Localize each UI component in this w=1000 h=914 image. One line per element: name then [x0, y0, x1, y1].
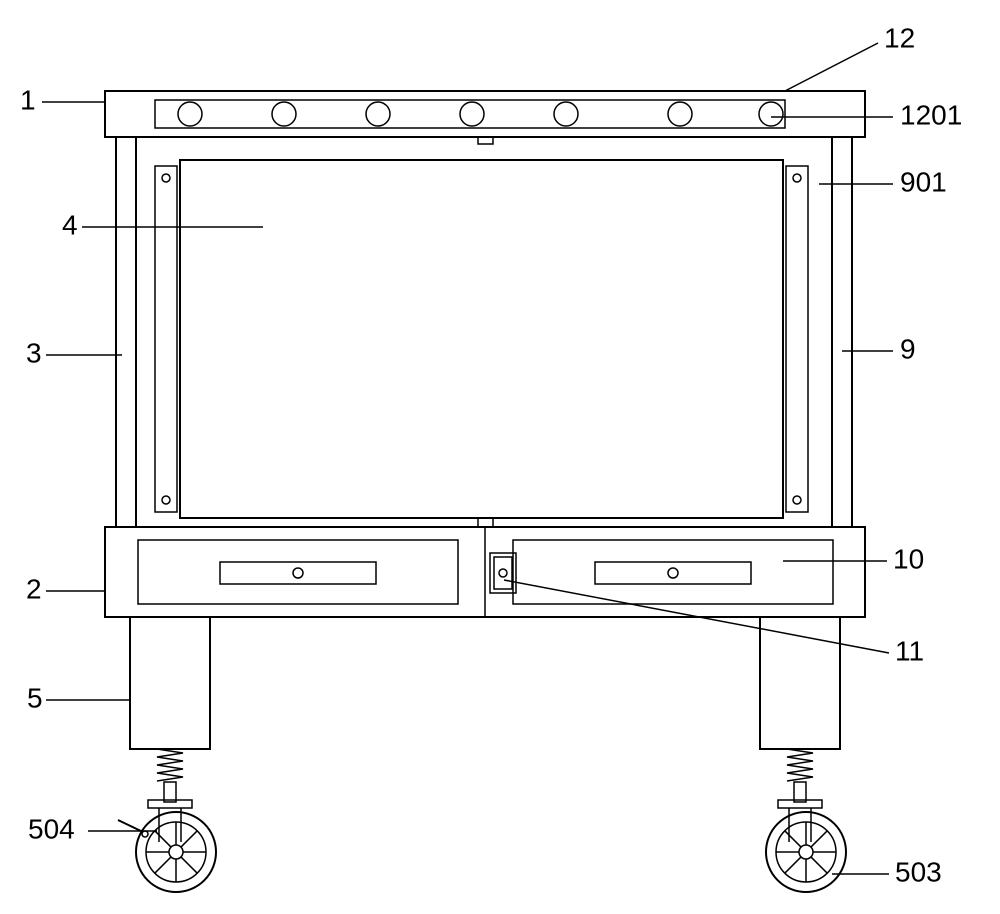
brake-lever — [118, 820, 143, 832]
left-strip-hole-0 — [162, 174, 170, 182]
cap-right — [778, 800, 822, 808]
right-strip-hole-0 — [793, 174, 801, 182]
center-top-nub — [478, 137, 493, 144]
drawer-left — [138, 540, 458, 604]
top-hole-4 — [554, 102, 578, 126]
drawer-right-handle — [595, 562, 751, 584]
label-l12: 12 — [884, 22, 915, 53]
spring-left — [157, 749, 183, 781]
top-hole-1 — [272, 102, 296, 126]
top-hole-0 — [178, 102, 202, 126]
label-l1201: 1201 — [900, 99, 962, 130]
stem-right — [794, 782, 806, 802]
top-hole-6 — [759, 102, 783, 126]
top-hole-3 — [460, 102, 484, 126]
label-l901: 901 — [900, 166, 947, 197]
label-l2: 2 — [26, 573, 42, 604]
drawer-left-handle — [220, 562, 376, 584]
left-strip-hole-1 — [162, 496, 170, 504]
label-l5: 5 — [27, 682, 43, 713]
top-hole-5 — [668, 102, 692, 126]
foot-col-left — [130, 617, 210, 749]
right-strip-hole-1 — [793, 496, 801, 504]
left-strip — [155, 166, 177, 512]
label-l9: 9 — [900, 333, 916, 364]
right-leg — [832, 137, 852, 527]
label-l1: 1 — [20, 84, 36, 115]
drawer-right — [513, 540, 833, 604]
cap-left — [148, 800, 192, 808]
label-l4: 4 — [62, 209, 78, 240]
panel — [180, 160, 783, 518]
leader-l12 — [785, 43, 878, 91]
center-bot-nub — [478, 518, 493, 527]
top-hole-2 — [366, 102, 390, 126]
top-inner-slot — [155, 100, 785, 128]
label-l504: 504 — [28, 813, 75, 844]
label-l3: 3 — [26, 337, 42, 368]
top-bar — [105, 91, 865, 137]
right-strip — [786, 166, 808, 512]
label-l503: 503 — [895, 856, 942, 887]
diagram-svg: 1 12 1201 901 4 9 3 10 2 11 5 504 503 — [0, 0, 1000, 914]
label-l11: 11 — [895, 635, 924, 666]
switch-inner — [494, 557, 512, 589]
stem-left — [164, 782, 176, 802]
left-leg — [116, 137, 136, 527]
label-l10: 10 — [893, 543, 924, 574]
spring-right — [787, 749, 813, 781]
